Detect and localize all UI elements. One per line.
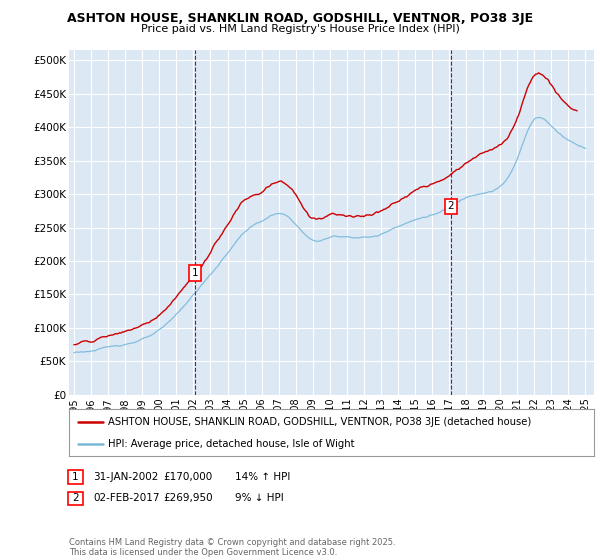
Text: £170,000: £170,000	[163, 472, 212, 482]
Text: ASHTON HOUSE, SHANKLIN ROAD, GODSHILL, VENTNOR, PO38 3JE (detached house): ASHTON HOUSE, SHANKLIN ROAD, GODSHILL, V…	[109, 417, 532, 427]
Text: 2: 2	[72, 493, 79, 503]
Text: Contains HM Land Registry data © Crown copyright and database right 2025.
This d: Contains HM Land Registry data © Crown c…	[69, 538, 395, 557]
Text: HPI: Average price, detached house, Isle of Wight: HPI: Average price, detached house, Isle…	[109, 438, 355, 449]
Text: 9% ↓ HPI: 9% ↓ HPI	[235, 493, 284, 503]
Text: 31-JAN-2002: 31-JAN-2002	[93, 472, 158, 482]
Text: 02-FEB-2017: 02-FEB-2017	[93, 493, 160, 503]
Text: 14% ↑ HPI: 14% ↑ HPI	[235, 472, 290, 482]
Text: ASHTON HOUSE, SHANKLIN ROAD, GODSHILL, VENTNOR, PO38 3JE: ASHTON HOUSE, SHANKLIN ROAD, GODSHILL, V…	[67, 12, 533, 25]
Text: 1: 1	[72, 472, 79, 482]
Text: £269,950: £269,950	[163, 493, 213, 503]
Text: 1: 1	[191, 268, 198, 278]
Text: 2: 2	[448, 201, 454, 211]
Text: Price paid vs. HM Land Registry's House Price Index (HPI): Price paid vs. HM Land Registry's House …	[140, 24, 460, 34]
